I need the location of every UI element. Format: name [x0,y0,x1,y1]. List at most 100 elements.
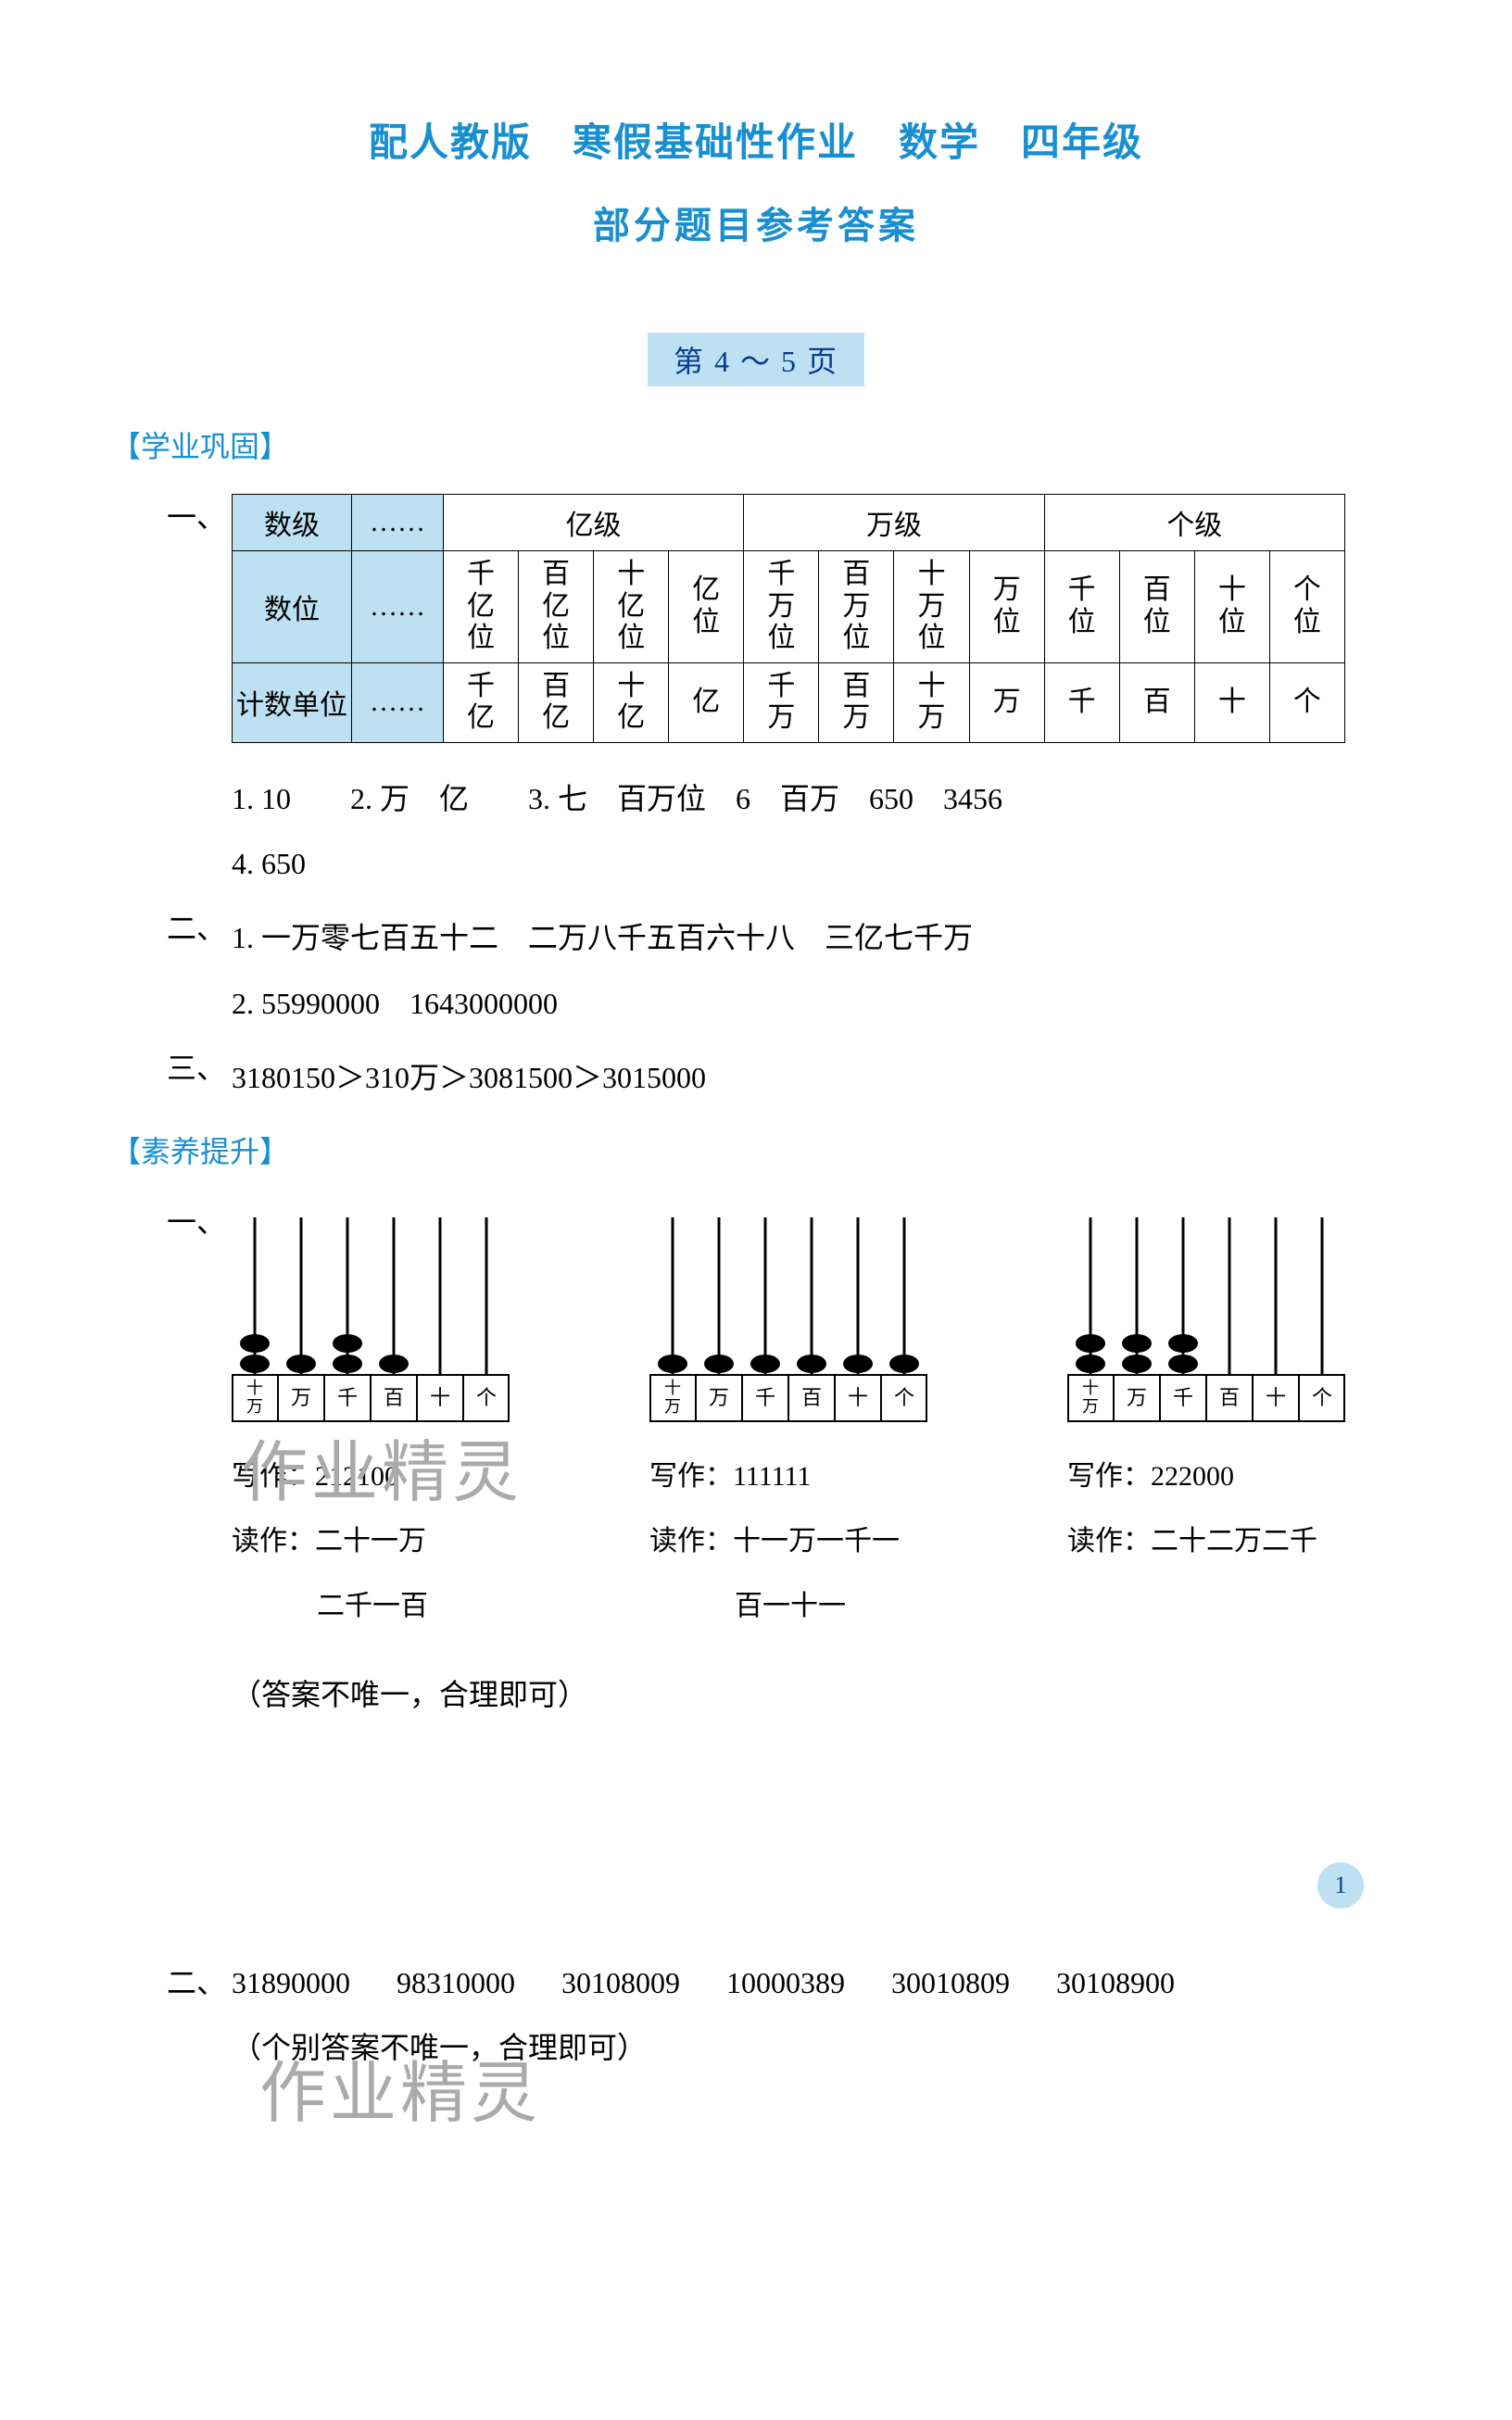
cell: 千位 [1044,551,1119,663]
abacus-1-read1: 读作：二十一万 [232,1514,510,1569]
page-range-badge: 第 4 ～ 5 页 [648,333,864,386]
watermark-1: 作业精灵 [241,1418,523,1515]
svg-text:千: 千 [1173,1386,1193,1409]
cell: 千亿 [444,662,519,742]
cell: 十万 [894,662,969,742]
cell: 万级 [744,495,1044,551]
sec1-q2-line1: 1. 一万零七百五十二 二万八千五百六十八 三亿七千万 [232,905,1345,970]
cell: 十亿位 [594,551,669,663]
sec1-line2: 4. 650 [232,831,1345,896]
cell: 万位 [969,551,1044,663]
q2-label: 二、 [167,905,232,948]
abacus-1-read2: 二千一百 [232,1579,510,1634]
abacus-2-read1: 读作：十一万一千一 [649,1514,927,1569]
question-3-row: 三、 3180150＞310万＞3081500＞3015000 [167,1045,1345,1110]
abacus-3-write: 写作：222000 [1067,1449,1345,1505]
cell: 十 [1194,662,1269,742]
cell: 十亿 [594,662,669,742]
svg-text:十: 十 [848,1386,868,1409]
section-2-label: 【素养提升】 [111,1128,1345,1171]
cell: 百万 [819,662,894,742]
question-2-row: 二、 1. 一万零七百五十二 二万八千五百六十八 三亿七千万 2. 559900… [167,905,1345,1036]
svg-text:十: 十 [430,1386,450,1409]
abacus-2-read2: 百一十一 [649,1579,927,1634]
abacus-2: 十万万千百十个 写作：111111 读作：十一万一千一 百一十一 [649,1217,927,1634]
cell: 百 [1119,662,1194,742]
table-row: 数位 …… 千亿位 百亿位 十亿位 亿位 千万位 百万位 十万位 万位 千位 百… [233,551,1345,663]
svg-text:万: 万 [664,1397,681,1416]
svg-text:万: 万 [1082,1397,1099,1416]
svg-text:千: 千 [755,1386,775,1409]
final-val: 30108009 [561,1950,680,2015]
q1-label: 一、 [167,494,232,536]
cell: 个级 [1044,495,1344,551]
svg-text:十: 十 [1266,1386,1286,1409]
cell: 百亿 [519,662,594,742]
abacus-2-write: 写作：111111 [649,1449,927,1505]
cell-dots: …… [352,662,444,742]
q3-label: 三、 [167,1045,232,1088]
svg-text:百: 百 [384,1386,404,1409]
question-1-row: 一、 数级 …… 亿级 万级 个级 数位 …… 千亿位 百亿位 十亿位 亿位 千… [167,494,1345,896]
final-val: 31890000 [232,1950,350,2015]
title-line-1: 配人教版 寒假基础性作业 数学 四年级 [167,111,1345,168]
cell: 千万位 [744,551,819,663]
q1-content: 数级 …… 亿级 万级 个级 数位 …… 千亿位 百亿位 十亿位 亿位 千万位 … [232,494,1345,896]
cell: 亿级 [444,495,744,551]
abacus-note: （答案不唯一，合理即可） [232,1662,1345,1727]
abacus-3-read1: 读作：二十二万二千 [1067,1514,1345,1569]
cell-header: 数级 [233,495,352,551]
svg-text:万: 万 [246,1397,263,1416]
svg-text:百: 百 [801,1386,822,1409]
cell: 亿位 [669,551,744,663]
cell: 个位 [1269,551,1344,663]
abacus-2-svg: 十万万千百十个 [649,1217,927,1440]
title-line-2: 部分题目参考答案 [167,195,1345,249]
sec1-q3: 3180150＞310万＞3081500＞3015000 [232,1045,1345,1110]
page-root: 配人教版 寒假基础性作业 数学 四年级 部分题目参考答案 第 4 ～ 5 页 【… [0,0,1512,2192]
cell: 百位 [1119,551,1194,663]
cell: 万 [969,662,1044,742]
cell-header: 数位 [233,551,352,663]
q2-content: 1. 一万零七百五十二 二万八千五百六十八 三亿七千万 2. 55990000 … [232,905,1345,1036]
place-value-table: 数级 …… 亿级 万级 个级 数位 …… 千亿位 百亿位 十亿位 亿位 千万位 … [232,494,1345,743]
final-q2-values: 31890000 98310000 30108009 10000389 3001… [232,1950,1345,2015]
svg-text:万: 万 [709,1386,729,1409]
final-q2-row: 二、 31890000 98310000 30108009 10000389 3… [167,1950,1345,2015]
cell: 亿 [669,662,744,742]
svg-text:个: 个 [894,1386,914,1409]
cell-dots: …… [352,495,444,551]
svg-text:十: 十 [1082,1379,1099,1397]
abacus-3: 十万万千百十个 写作：222000 读作：二十二万二千 [1067,1217,1345,1634]
cell: 千 [1044,662,1119,742]
cell: 十万位 [894,551,969,663]
abacus-3-svg: 十万万千百十个 [1067,1217,1345,1440]
watermark-2: 作业精灵 [259,2038,541,2136]
final-val: 30010809 [891,1950,1010,2015]
abq1-label: 一、 [167,1199,232,1242]
abacus-1-svg: 十万万千百十个 [232,1217,510,1440]
cell: 个 [1269,662,1344,742]
final-val: 98310000 [397,1950,515,2015]
cell-header: 计数单位 [233,662,352,742]
svg-text:千: 千 [337,1386,358,1409]
sec1-line1: 1. 10 2. 万 亿 3. 七 百万位 6 百万 650 3456 [232,766,1345,831]
sec1-q2-line2: 2. 55990000 1643000000 [232,971,1345,1036]
svg-text:十: 十 [246,1379,263,1397]
cell: 千亿位 [444,551,519,663]
table-row: 计数单位 …… 千亿 百亿 十亿 亿 千万 百万 十万 万 千 百 十 个 [233,662,1345,742]
svg-text:万: 万 [291,1386,311,1409]
cell: 百亿位 [519,551,594,663]
svg-text:个: 个 [476,1386,497,1409]
table-row: 数级 …… 亿级 万级 个级 [233,495,1345,551]
final-val: 30108900 [1056,1950,1175,2015]
cell-dots: …… [352,551,444,663]
cell: 千万 [744,662,819,742]
svg-text:百: 百 [1219,1386,1240,1409]
cell: 百万位 [819,551,894,663]
final-q2-label: 二、 [167,1950,232,2015]
svg-text:十: 十 [664,1379,681,1397]
svg-text:万: 万 [1127,1386,1147,1409]
cell: 十位 [1194,551,1269,663]
svg-text:个: 个 [1312,1386,1332,1409]
